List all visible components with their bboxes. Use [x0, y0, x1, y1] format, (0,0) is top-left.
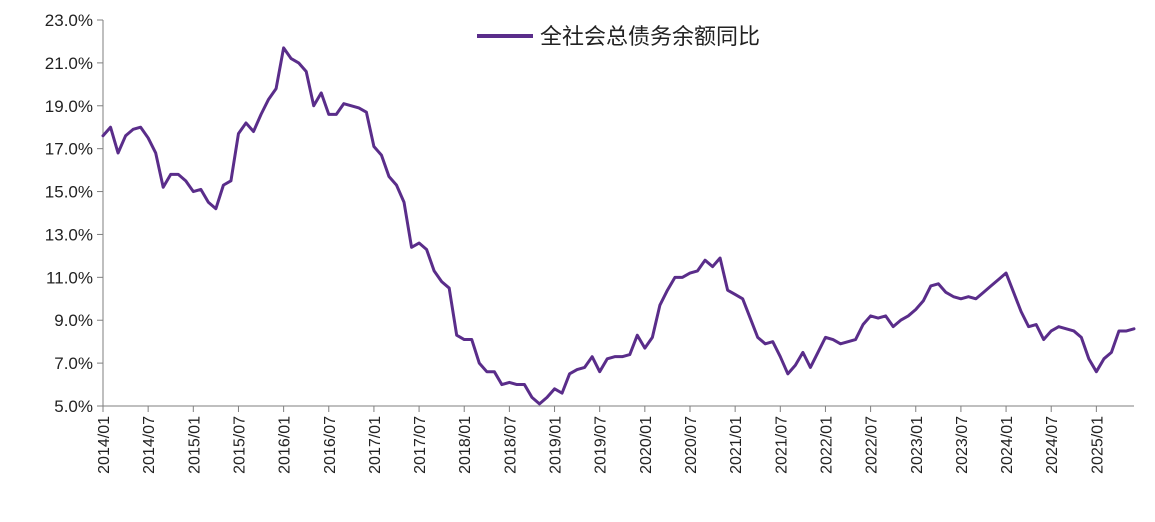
y-tick-label: 13.0%	[45, 225, 93, 244]
x-tick-label: 2018/01	[457, 416, 474, 474]
x-tick-label: 2023/07	[954, 416, 971, 474]
x-tick-label: 2015/01	[186, 416, 203, 474]
x-tick-label: 2014/01	[96, 416, 113, 474]
y-tick-label: 17.0%	[45, 140, 93, 159]
x-axis: 2014/01 2014/07 2015/01 2015/07 2016/01 2016/…	[96, 405, 1134, 474]
series-layer	[101, 46, 1136, 406]
x-tick-label: 2017/01	[367, 416, 384, 474]
y-tick-label: 11.0%	[46, 268, 93, 287]
y-tick-label: 23.0%	[45, 11, 93, 30]
y-tick-label: 5.0%	[54, 397, 93, 416]
x-tick-label: 2019/07	[593, 416, 610, 474]
y-tick-label: 7.0%	[54, 354, 93, 373]
series-line	[101, 46, 1136, 406]
x-tick-label: 2017/07	[412, 416, 429, 474]
y-tick-label: 15.0%	[45, 183, 93, 202]
x-tick-label: 2025/01	[1089, 416, 1106, 474]
y-tick-label: 9.0%	[54, 311, 93, 330]
x-tick-label: 2021/07	[773, 416, 790, 474]
x-tick-label: 2014/07	[141, 416, 158, 474]
x-tick-label: 2019/01	[548, 416, 565, 474]
x-tick-label: 2018/07	[502, 416, 519, 474]
x-tick-label: 2015/07	[231, 416, 248, 474]
x-tick-label: 2016/01	[277, 416, 294, 474]
x-tick-label: 2021/01	[728, 416, 745, 474]
x-tick-label: 2020/01	[638, 416, 655, 474]
x-tick-label: 2024/01	[999, 416, 1016, 474]
x-tick-label: 2024/07	[1044, 416, 1061, 474]
legend-label: 全社会总债务余额同比	[540, 25, 760, 50]
x-tick-label: 2022/07	[864, 416, 881, 474]
x-tick-label: 2022/01	[818, 416, 835, 474]
y-tick-label: 21.0%	[45, 54, 93, 73]
x-tick-label: 2023/01	[909, 416, 926, 474]
x-tick-label: 2016/07	[322, 416, 339, 474]
x-tick-label: 2020/07	[683, 416, 700, 474]
y-axis: 5.0% 7.0% 9.0% 11.0% 13.0% 15.0% 17.0% 19.0% 21.…	[45, 11, 104, 416]
legend: 全社会总债务余额同比	[477, 25, 760, 50]
y-tick-label: 19.0%	[45, 97, 93, 116]
